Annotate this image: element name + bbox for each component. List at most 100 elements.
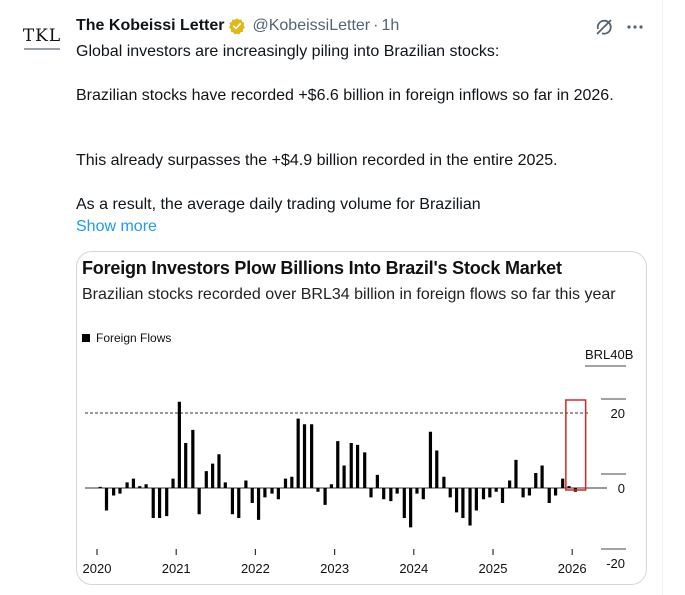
bar — [157, 488, 162, 518]
bar — [369, 488, 373, 498]
bar — [302, 424, 307, 488]
x-tick-label: 2021 — [162, 561, 191, 576]
verified-gold-badge-icon — [229, 18, 246, 35]
chart-subtitle: Brazilian stocks recorded over BRL34 bil… — [82, 286, 616, 303]
bar — [481, 488, 486, 500]
highlight-box — [565, 399, 587, 491]
bar — [553, 488, 558, 496]
separator-dot: · — [373, 17, 379, 34]
bar — [270, 488, 274, 494]
tweet-paragraph: Global investors are increasingly piling… — [76, 43, 500, 60]
bar — [442, 476, 446, 488]
bar — [415, 488, 419, 494]
tweet-header: The Kobeissi Letter @KobeissiLetter · 1h — [76, 15, 399, 37]
timestamp[interactable]: 1h — [381, 17, 400, 34]
bar — [389, 488, 393, 502]
avatar[interactable]: TKL — [20, 22, 64, 66]
bar — [454, 488, 459, 513]
bar — [375, 474, 379, 488]
bar — [409, 488, 413, 528]
bar-chart: 20 0 -20 2020 2021 2022 2023 2024 2025 2026 — [83, 365, 626, 576]
bar — [336, 441, 340, 488]
bar — [276, 488, 280, 500]
bar — [448, 488, 452, 498]
bar — [283, 478, 288, 488]
bar — [514, 459, 518, 488]
grok-icon[interactable] — [594, 17, 614, 37]
bar — [342, 465, 346, 488]
bar — [204, 471, 208, 488]
author-name[interactable]: The Kobeissi Letter — [76, 17, 225, 34]
bar — [468, 488, 472, 526]
bar — [211, 463, 215, 488]
avatar-logo-underline — [24, 48, 60, 50]
chart-title: Foreign Investors Plow Billions Into Bra… — [82, 258, 562, 278]
author-handle[interactable]: @KobeissiLetter — [252, 17, 371, 34]
bar — [112, 488, 116, 496]
legend-swatch — [82, 334, 90, 342]
x-tick-label: 2020 — [83, 561, 112, 576]
tweet-paragraph: This already surpasses the +$4.9 billion… — [76, 152, 558, 169]
avatar-logo-text: TKL — [22, 26, 62, 46]
bar — [230, 488, 235, 515]
bar — [435, 450, 439, 488]
bar — [177, 401, 181, 488]
bar — [521, 488, 525, 498]
bar — [402, 488, 406, 518]
bar — [329, 484, 334, 488]
bar — [547, 488, 551, 503]
tweet-paragraph: As a result, the average daily trading v… — [76, 196, 481, 213]
bar — [567, 486, 571, 488]
bar — [256, 488, 261, 520]
bar — [494, 488, 498, 492]
bar — [428, 431, 433, 488]
bar — [355, 444, 360, 488]
bar — [263, 488, 267, 498]
bar — [165, 488, 169, 517]
legend-label: Foreign Flows — [96, 331, 172, 345]
show-more-link[interactable]: Show more — [76, 218, 157, 235]
bar — [98, 486, 102, 488]
bar — [138, 486, 142, 488]
bar — [421, 488, 425, 500]
bar — [144, 484, 148, 488]
bar — [349, 443, 353, 488]
x-tick-label: 2024 — [399, 561, 428, 576]
bar — [534, 473, 538, 488]
bar — [171, 478, 175, 488]
bar — [527, 488, 532, 496]
bar — [474, 488, 478, 511]
bar — [296, 418, 300, 488]
y-tick-label: -20 — [606, 556, 625, 571]
bar — [363, 452, 367, 488]
bar — [244, 480, 248, 488]
x-tick-label: 2022 — [241, 561, 270, 576]
x-tick-label: 2026 — [558, 561, 587, 576]
bar — [395, 488, 399, 494]
y-unit-label: BRL40B — [585, 347, 634, 362]
bar — [191, 429, 195, 488]
bar — [382, 488, 386, 500]
bar — [197, 488, 201, 515]
bar — [125, 482, 129, 488]
more-dots-icon[interactable] — [625, 17, 645, 37]
bar — [250, 488, 254, 503]
bar — [540, 465, 544, 488]
bar — [508, 480, 512, 488]
bar — [151, 488, 155, 518]
bar — [561, 478, 565, 488]
y-tick-label: 0 — [618, 481, 625, 496]
bar — [310, 424, 314, 488]
bar — [131, 478, 136, 488]
x-tick-label: 2025 — [479, 561, 508, 576]
chart-image-card[interactable]: Foreign Investors Plow Billions Into Bra… — [76, 251, 647, 585]
bar — [461, 488, 465, 518]
chart-legend: Foreign Flows — [82, 331, 171, 345]
x-tick-label: 2023 — [320, 561, 349, 576]
bar — [290, 476, 294, 488]
y-tick-label: 20 — [611, 406, 625, 421]
bar — [104, 488, 109, 511]
bar — [217, 454, 221, 488]
timeline-border — [662, 0, 663, 595]
bar — [237, 488, 241, 518]
